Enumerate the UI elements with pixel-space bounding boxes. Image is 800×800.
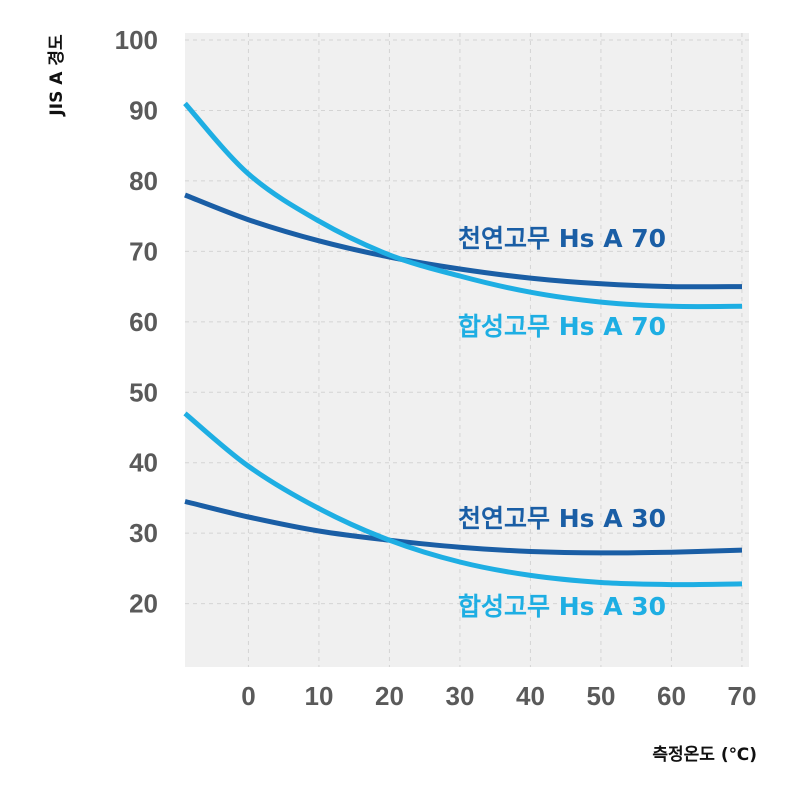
synthetic-a30-line bbox=[183, 411, 743, 588]
natural-a70-label: 천연고무 Hs A 70 bbox=[458, 224, 666, 253]
plot-area bbox=[185, 33, 749, 667]
series-lines bbox=[183, 101, 743, 588]
y-tick-label: 100 bbox=[115, 25, 158, 55]
y-tick-label: 80 bbox=[129, 166, 158, 196]
y-tick-label: 20 bbox=[129, 589, 158, 619]
y-tick-label: 30 bbox=[129, 518, 158, 548]
x-tick-label: 70 bbox=[727, 681, 756, 711]
y-tick-label: 70 bbox=[129, 236, 158, 266]
synthetic-a70-label: 합성고무 Hs A 70 bbox=[458, 312, 666, 341]
x-tick-label: 20 bbox=[375, 681, 404, 711]
x-tick-label: 60 bbox=[657, 681, 686, 711]
y-axis-ticks: 20 30 40 50 60 70 80 90 100 bbox=[115, 25, 158, 619]
y-tick-label: 60 bbox=[129, 307, 158, 337]
x-tick-label: 0 bbox=[241, 681, 255, 711]
y-tick-label: 40 bbox=[129, 448, 158, 478]
x-axis-ticks: 0 10 20 30 40 50 60 70 bbox=[241, 681, 756, 711]
y-tick-label: 50 bbox=[129, 377, 158, 407]
natural-a30-label: 천연고무 Hs A 30 bbox=[458, 504, 666, 533]
x-tick-label: 10 bbox=[304, 681, 333, 711]
y-axis-title: JIS A 경도 bbox=[47, 34, 67, 117]
natural-a70-line bbox=[184, 192, 743, 290]
synthetic-a70-line bbox=[183, 101, 743, 310]
y-tick-label: 90 bbox=[129, 95, 158, 125]
series-labels: 천연고무 Hs A 70 합성고무 Hs A 70 천연고무 Hs A 30 합성고무… bbox=[458, 224, 666, 621]
x-axis-title: 측정온도 (℃) bbox=[652, 745, 757, 765]
x-tick-label: 30 bbox=[445, 681, 474, 711]
synthetic-a30-label: 합성고무 Hs A 30 bbox=[458, 592, 666, 621]
x-tick-label: 40 bbox=[516, 681, 545, 711]
x-tick-label: 50 bbox=[586, 681, 615, 711]
natural-a30-line bbox=[184, 499, 743, 556]
